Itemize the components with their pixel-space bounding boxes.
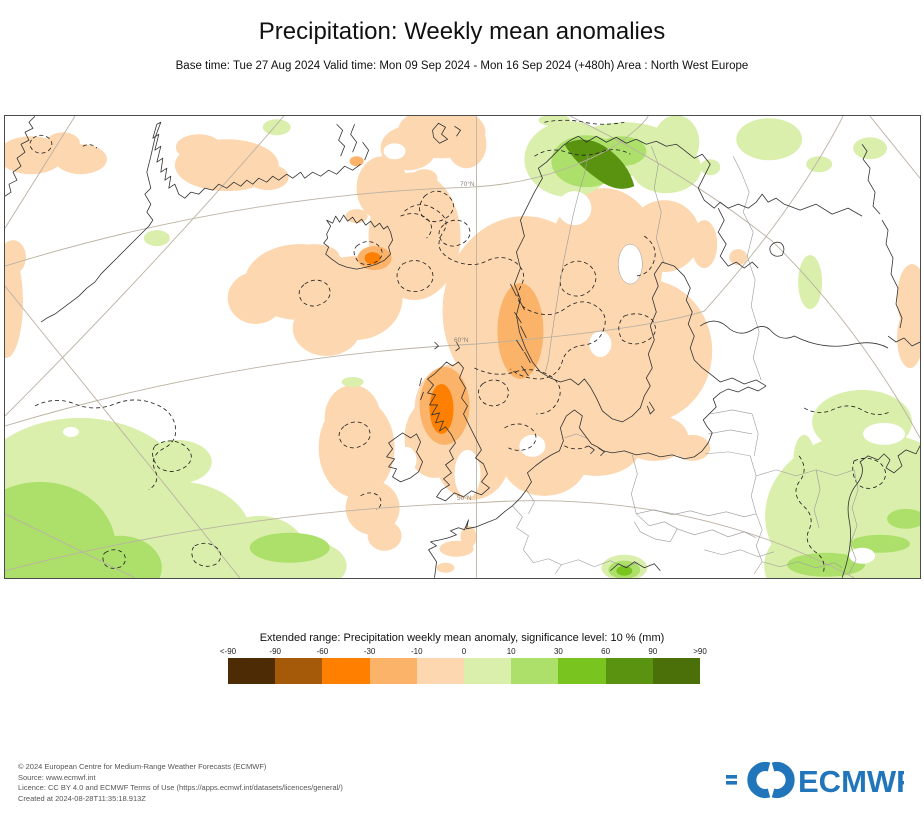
anomaly-map: 70°N 60°N 50°N — [4, 115, 921, 579]
legend-tick-7: 30 — [553, 647, 563, 656]
lat-label-50n: 50°N — [457, 495, 472, 502]
created-line: Created at 2024-08-28T11:35:18.913Z — [18, 793, 146, 803]
graticule-lines — [5, 116, 920, 578]
legend-title: Extended range: Precipitation weekly mea… — [259, 632, 665, 644]
legend-cell-8 — [605, 658, 653, 684]
lake-shape — [618, 243, 643, 285]
ecmwf-logo-icon — [726, 762, 795, 798]
anomaly-fill-regions — [5, 116, 920, 578]
legend-tick-1: -90 — [269, 647, 281, 656]
page-subtitle: Base time: Tue 27 Aug 2024 Valid time: M… — [175, 60, 749, 72]
lat-label-70n: 70°N — [460, 181, 475, 188]
footer: © 2024 European Centre for Medium-Range … — [0, 758, 924, 818]
significance-contours — [29, 119, 891, 574]
legend-tick-4: -10 — [411, 647, 423, 656]
legend-colorbar — [228, 658, 701, 684]
legend-cell-6 — [511, 658, 559, 684]
legend-tick-9: 90 — [648, 647, 658, 656]
legend-tick-3: -30 — [363, 647, 376, 656]
lat-label-60n: 60°N — [454, 337, 469, 344]
legend-tick-8: 60 — [601, 647, 611, 656]
legend-cell-4 — [416, 658, 465, 684]
legend-tick-labels: <-90 -90 -60 -30 -10 0 10 30 60 90 >90 — [220, 647, 707, 657]
legend-tick-5: 0 — [461, 647, 467, 656]
copyright-line: © 2024 European Centre for Medium-Range … — [18, 762, 267, 771]
legend-cell-0 — [228, 658, 276, 684]
ecmwf-logo-text: ECMWF — [798, 764, 904, 799]
country-borders — [512, 146, 859, 574]
ecmwf-logo: ECMWF — [726, 762, 904, 799]
footer-attribution: © 2024 European Centre for Medium-Range … — [18, 762, 343, 805]
page-title: Precipitation: Weekly mean anomalies — [258, 18, 666, 45]
legend-tick-2: -60 — [316, 647, 329, 656]
legend-tick-6: 10 — [506, 647, 516, 656]
legend-cell-1 — [275, 658, 323, 684]
source-line: Source: www.ecmwf.int — [18, 772, 96, 782]
legend-cell-3 — [369, 658, 417, 684]
legend-tick-10: >90 — [693, 647, 707, 656]
legend-cell-2 — [322, 658, 370, 684]
coastlines — [5, 116, 920, 578]
map-canvas — [5, 116, 920, 578]
legend-tick-0: <-90 — [219, 647, 237, 656]
legend-cell-9 — [652, 658, 701, 684]
legend-cell-7 — [558, 658, 606, 684]
licence-line: Licence: CC BY 4.0 and ECMWF Terms of Us… — [18, 783, 343, 793]
legend-cell-5 — [464, 658, 512, 684]
